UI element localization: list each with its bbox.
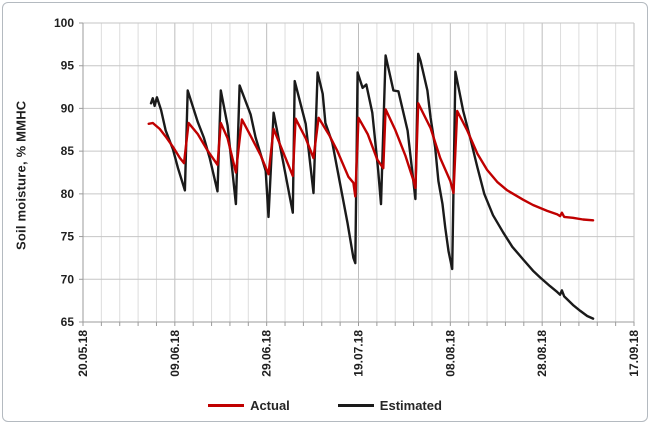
- x-tick-label: 08.08.18: [443, 330, 457, 377]
- legend-item-estimated: Estimated: [337, 398, 442, 413]
- series-actual-line: [147, 102, 595, 222]
- x-tick-label: 29.06.18: [260, 330, 274, 377]
- chart-legend: Actual Estimated: [3, 398, 647, 413]
- y-tick-label: 70: [61, 272, 75, 286]
- series-estimated-line: [149, 52, 595, 320]
- legend-item-actual: Actual: [208, 398, 290, 413]
- y-tick-label: 95: [61, 59, 75, 73]
- legend-label-estimated: Estimated: [379, 398, 442, 413]
- x-tick-label: 19.07.18: [352, 330, 366, 377]
- y-tick-label: 90: [61, 101, 75, 115]
- y-tick-label: 85: [61, 144, 75, 158]
- legend-line-estimated: [337, 404, 374, 407]
- y-tick-label: 75: [61, 230, 75, 244]
- y-tick-label: 65: [61, 315, 75, 329]
- x-tick-label: 09.06.18: [168, 330, 182, 377]
- x-tick-label: 20.05.18: [76, 330, 90, 377]
- x-tick-label: 28.08.18: [535, 330, 549, 377]
- y-tick-label: 80: [61, 187, 75, 201]
- legend-line-actual: [208, 404, 245, 407]
- soil-moisture-chart: 65 70 75 80 85 90 95 100 20.05.18 09.06.18 29.06.1…: [54, 16, 641, 377]
- x-tick-label: 17.09.18: [627, 330, 641, 377]
- legend-label-actual: Actual: [250, 398, 290, 413]
- y-axis-title: Soil moisture, % MMHC: [13, 100, 29, 251]
- y-tick-label: 100: [54, 16, 74, 30]
